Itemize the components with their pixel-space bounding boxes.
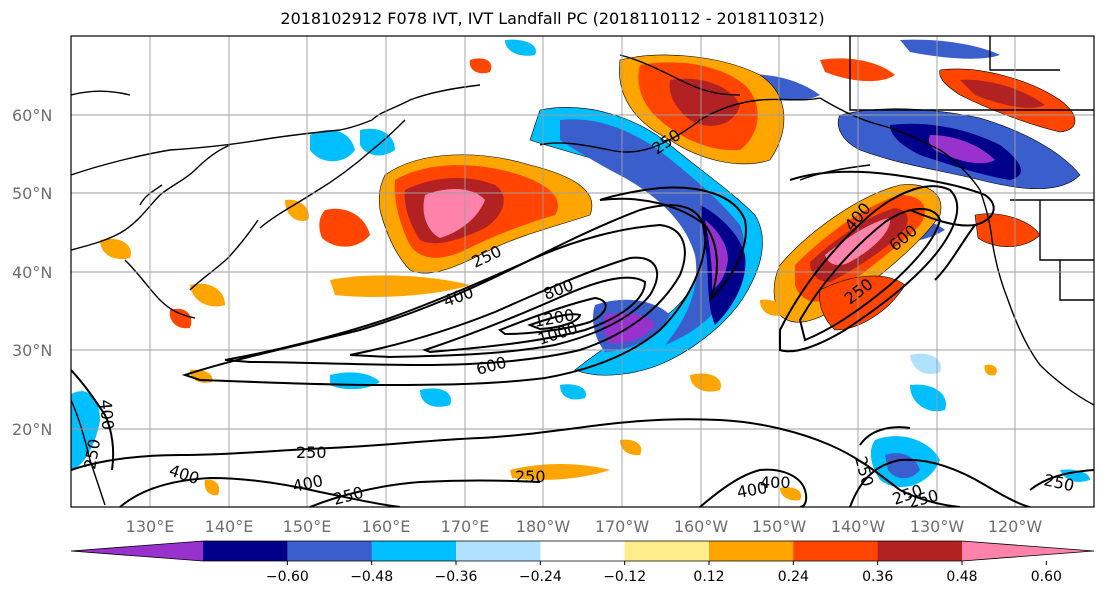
colorbar-tick-label: −0.60 [266, 569, 309, 585]
colorbar-tick-label: 0.48 [946, 569, 977, 585]
colorbar-segment [371, 541, 457, 561]
colorbar-tick-label: 0.12 [693, 569, 724, 585]
colorbar-tick-label: −0.48 [350, 569, 393, 585]
lat-label-30n: 30°N [12, 341, 52, 360]
contour-label: 250 [515, 467, 546, 486]
colorbar-tick-label: 0.60 [1031, 569, 1062, 585]
lon-label: 130°E [126, 517, 175, 536]
lon-label: 140°E [205, 517, 254, 536]
lon-label: 150°W [752, 517, 807, 536]
lat-label-50n: 50°N [12, 184, 52, 203]
colorbar-segment [624, 541, 710, 561]
ivt-contours [71, 170, 1094, 507]
colorbar-extension-low [71, 541, 203, 561]
colorbar-segment [793, 541, 879, 561]
lon-label: 150°E [283, 517, 332, 536]
lon-label: 180°W [516, 517, 571, 536]
lat-label-60n: 60°N [12, 106, 52, 125]
lon-label: 130°W [910, 517, 965, 536]
latitude-labels: 60°N 50°N 40°N 30°N 20°N [12, 106, 52, 439]
lon-label: 170°W [595, 517, 650, 536]
colorbar-tick-label: 0.36 [862, 569, 893, 585]
colorbar-segment [203, 541, 288, 561]
colorbar-segment [709, 541, 794, 561]
longitude-labels: 130°E 140°E 150°E 160°E 170°E 180°W 170°… [126, 517, 1043, 536]
contour-label: 250 [906, 486, 940, 512]
map-background [71, 36, 1094, 507]
lon-label: 140°W [831, 517, 886, 536]
lat-label-40n: 40°N [12, 263, 52, 282]
plot-title: 2018102912 F078 IVT, IVT Landfall PC (20… [280, 9, 825, 28]
map-layers: 250 250 400 800 1200 1000 600 250 400 60… [71, 36, 1094, 512]
lon-label: 120°W [988, 517, 1043, 536]
colorbar-tick-label: −0.12 [603, 569, 646, 585]
lon-label: 170°E [441, 517, 490, 536]
ivt-anomaly-shading [71, 39, 1090, 501]
lat-label-20n: 20°N [12, 420, 52, 439]
contour-label: 250 [296, 443, 327, 462]
lon-label: 160°W [674, 517, 729, 536]
colorbar-extension-high [962, 541, 1094, 561]
colorbar-outline [70, 540, 1095, 562]
colorbar-segment [540, 541, 626, 561]
colorbar-tick-label: −0.24 [519, 569, 562, 585]
contour-label: 400 [96, 399, 118, 431]
map-frame [70, 35, 1095, 508]
lon-label: 160°E [362, 517, 411, 536]
colorbar-tick-label: −0.36 [435, 569, 478, 585]
colorbar-segment [456, 541, 541, 561]
colorbar-segment [877, 541, 963, 561]
colorbar-segment [287, 541, 373, 561]
contour-label: 400 [760, 473, 791, 492]
colorbar-tick-label: 0.24 [778, 569, 809, 585]
colorbar: −0.60 −0.48 −0.36 −0.24 −0.12 0.12 0.24 0.36 0.4… [70, 540, 1095, 585]
